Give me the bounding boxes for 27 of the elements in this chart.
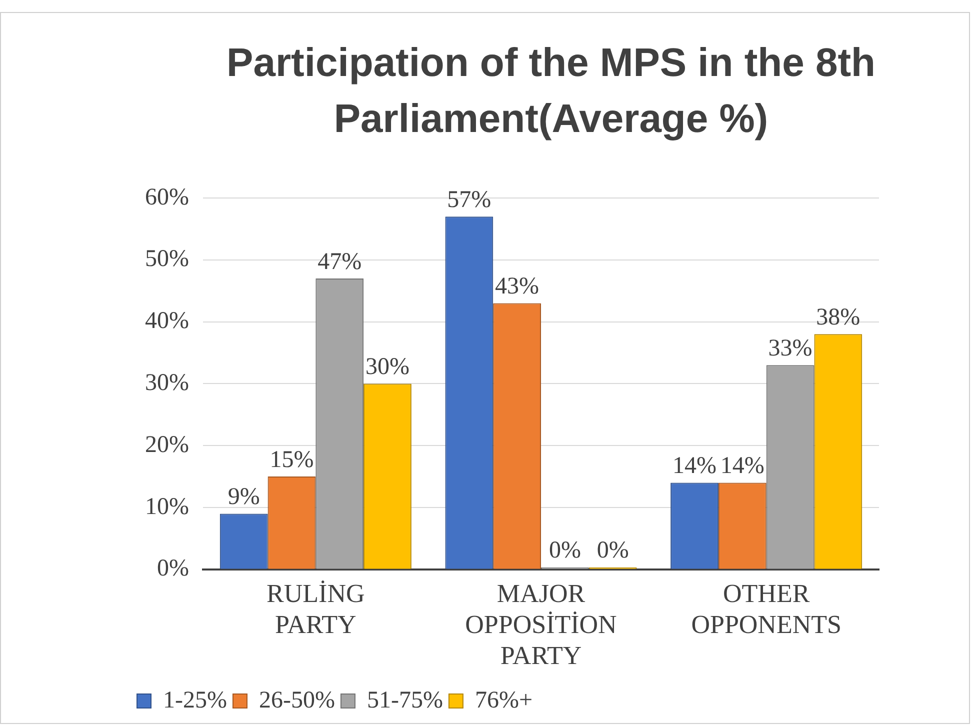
x-tick-label: RULİNG PARTY: [266, 578, 365, 640]
legend-label: 26-50%: [258, 687, 335, 714]
legend-label: 51-75%: [366, 687, 443, 714]
y-tick-label: 20%: [144, 432, 189, 458]
y-tick-label: 50%: [144, 246, 189, 272]
chart-title: Participation of the MPS in the 8th Parliament(Average %): [226, 40, 876, 143]
data-label: 47%: [318, 248, 362, 275]
data-label: 57%: [447, 186, 492, 213]
x-tick-label: OTHER OPPONENTS: [691, 578, 842, 640]
y-tick-label: 10%: [144, 494, 189, 520]
data-label: 14%: [720, 453, 764, 480]
y-tick-label: 30%: [144, 370, 189, 396]
data-label: 0%: [548, 538, 581, 564]
data-label: 38%: [816, 304, 860, 330]
data-label: 30%: [365, 354, 410, 380]
x-tick-label: MAJOR OPPOSİTİON PARTY: [465, 578, 618, 670]
y-tick-label: 0%: [156, 556, 189, 582]
y-tick-label: 40%: [144, 308, 189, 334]
data-label: 33%: [768, 335, 812, 362]
y-tick-label: 60%: [144, 184, 189, 210]
data-label: 43%: [495, 274, 540, 300]
data-label: 9%: [228, 484, 260, 510]
legend-label: 1-25%: [163, 687, 227, 714]
data-label: 14%: [672, 453, 717, 480]
legend-label: 76%+: [474, 687, 532, 714]
data-label: 15%: [270, 446, 314, 473]
data-label: 0%: [596, 538, 629, 564]
